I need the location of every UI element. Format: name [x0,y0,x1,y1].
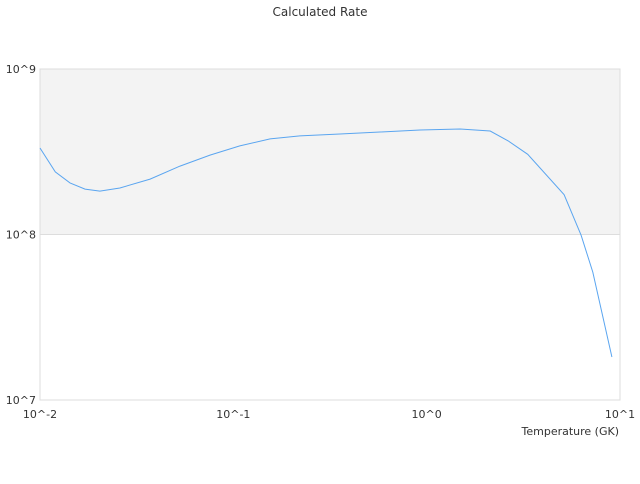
chart-title: Calculated Rate [273,5,368,19]
x-tick-label: 10^0 [412,408,442,421]
x-tick-label: 10^1 [605,408,635,421]
x-tick-label: 10^-1 [216,408,250,421]
y-tick-label: 10^7 [6,394,36,407]
band-10e8-10e9 [40,69,620,235]
series-line [39,128,613,358]
y-tick-label: 10^9 [6,63,36,76]
x-tick-label: 10^-2 [23,408,57,421]
y-tick-label: 10^8 [6,229,36,242]
x-axis-label: Temperature (GK) [521,425,620,438]
